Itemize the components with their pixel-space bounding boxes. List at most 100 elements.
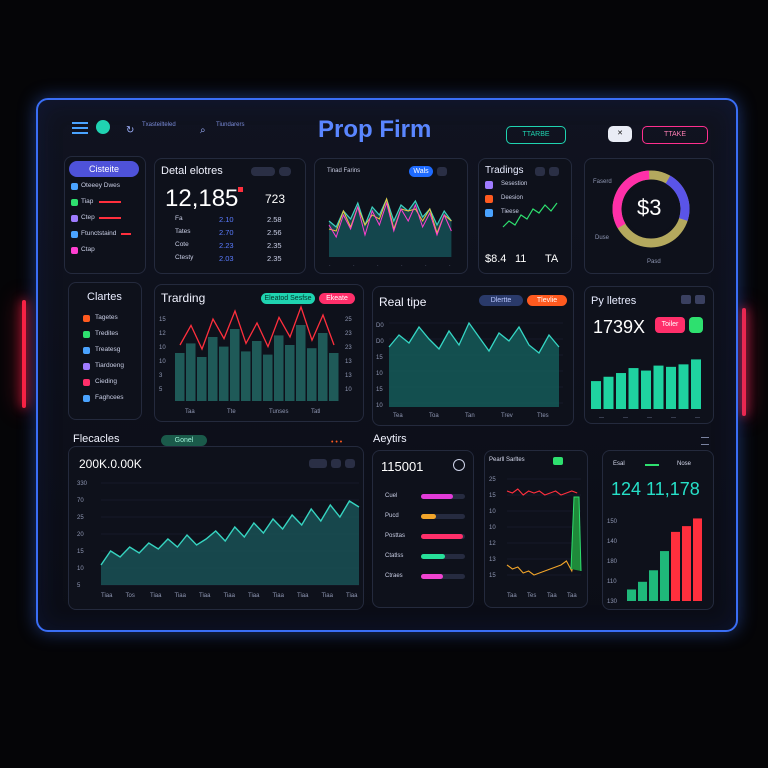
pybetres-chip[interactable]: Toiler <box>655 317 685 333</box>
pybetres-grid-icon[interactable] <box>695 295 705 304</box>
realtime-x-label: Toa <box>429 413 439 419</box>
trading-top-card: Tradings Sesestion Deesion Tieese $8.4 11 TA <box>478 158 572 274</box>
nav-item-2[interactable]: ⌕ Tiundarers <box>200 120 244 138</box>
section-item-icon <box>83 363 90 370</box>
summary-y-label: 140 <box>607 539 618 545</box>
detail-toggle[interactable] <box>251 167 275 176</box>
pearl-y-label: 13 <box>489 557 496 563</box>
detail-row-label: Ctesty <box>175 254 194 261</box>
trading-right-label: 23 <box>345 345 352 351</box>
section-item-1[interactable]: Tredites <box>95 330 119 337</box>
realtime-chip-2[interactable]: Tlevlie <box>527 295 567 306</box>
realtime-line <box>388 321 560 354</box>
pybetres-status-icon[interactable] <box>689 317 703 333</box>
pybetres-bar <box>666 366 676 409</box>
pybetres-bar <box>641 370 651 409</box>
trend-x-tick: · <box>425 263 427 269</box>
trading-bar <box>263 354 273 401</box>
detail-card: Detal elotres 12,185 723 Fa 2.10 2.58 Tates… <box>154 158 306 274</box>
trading-x-label: Tatl <box>311 409 320 415</box>
realtime-x-label: Tea <box>393 413 403 419</box>
analytics-bar-label: Ctatlss <box>385 553 404 559</box>
realtime-title: Real tipe <box>379 295 427 309</box>
avatar[interactable] <box>96 120 110 134</box>
summary-bar <box>660 551 669 601</box>
trend-title: Tinad Farins <box>327 168 361 174</box>
nav-item-1[interactable]: ↻ Txasteilteled <box>126 120 176 138</box>
forecast-filter-a[interactable] <box>309 459 327 468</box>
trend-chip[interactable]: Wals <box>409 166 433 177</box>
trading-top-item-icon <box>485 181 493 189</box>
menu-icon[interactable] <box>72 122 88 134</box>
analytics-bar-fill <box>421 534 463 539</box>
sidebar-top-button[interactable]: Cisteite <box>69 161 139 177</box>
close-button[interactable]: ✕ <box>608 126 632 142</box>
trading-chip-2[interactable]: Ekeate <box>319 293 355 304</box>
trading-bar <box>197 357 207 401</box>
pybetres-x-tick: — <box>623 415 628 421</box>
pearl-x-label: Tes <box>527 593 536 599</box>
trade-button-secondary[interactable]: TTAKE <box>642 126 708 144</box>
realtime-chip-1[interactable]: Dlertte <box>479 295 523 306</box>
summary-bar <box>693 518 702 601</box>
section-item-icon <box>83 379 90 386</box>
section-item-5[interactable]: Faghcees <box>95 394 124 401</box>
forecast-y-label: 330 <box>77 481 88 487</box>
sidebar-item-1[interactable]: Tiap <box>81 198 94 205</box>
pybetres-calendar-icon[interactable] <box>681 295 691 304</box>
detail-menu-icon[interactable] <box>279 167 291 176</box>
trade-button[interactable]: TTARBE <box>506 126 566 144</box>
summary-bar <box>649 570 658 601</box>
trading-top-title: Tradings <box>485 165 524 176</box>
pearl-status-icon[interactable] <box>553 457 563 465</box>
sidebar-item-4[interactable]: Ctap <box>81 246 95 253</box>
trend-chart: · · · · · · <box>328 197 452 269</box>
forecast-x-label: Tiaa <box>224 593 236 599</box>
trading-y-label: 3 <box>159 373 163 379</box>
pybetres-x-tick: — <box>695 415 700 421</box>
trading-right-label: 13 <box>345 359 352 365</box>
sidebar-item-icon <box>71 247 78 254</box>
trading-bar <box>175 353 185 401</box>
sidebar-item-icon <box>71 199 78 206</box>
pearl-y-label: 15 <box>489 573 496 579</box>
nav-item-1-label: Txasteilteled <box>142 122 176 128</box>
trading-bar <box>208 337 218 401</box>
donut-label-bottom: Duse <box>595 235 610 241</box>
summary-legend-swatch <box>645 464 659 466</box>
forecast-filter-b[interactable] <box>331 459 341 468</box>
forecast-y-label: 15 <box>77 549 84 555</box>
detail-row-value-b: 2.35 <box>267 254 282 263</box>
trading-bar <box>285 345 295 401</box>
sidebar-item-0[interactable]: Oteeey Dwes <box>81 182 121 189</box>
forecast-chip[interactable]: Gonel <box>161 435 207 446</box>
section-item-4[interactable]: Cieding <box>95 378 118 385</box>
realtime-y-label: 15 <box>376 387 383 393</box>
forecast-card: Flecacles Gonel • • • 200K.0.00K 330 70 25… <box>68 433 364 610</box>
trading-bar <box>307 348 317 401</box>
section-item-3[interactable]: Tiardoeng <box>95 362 125 369</box>
realtime-y-label: D0 <box>376 339 384 345</box>
analytics-bar-fill <box>421 514 437 519</box>
forecast-filter-c[interactable] <box>345 459 355 468</box>
pearl-x-label: Taa <box>547 593 557 599</box>
detail-big-value: 12,185 <box>165 185 239 212</box>
forecast-dots-icon[interactable]: • • • <box>331 439 343 446</box>
pearl-card: Pearll Sarltes 25 15 10 10 12 13 15 Taa Tes Taa Ta… <box>484 450 588 608</box>
trading-top-icon-b[interactable] <box>549 167 559 176</box>
trading-chip-1[interactable]: Eleatod Sesfse <box>261 293 315 304</box>
section-item-0[interactable]: Tagetes <box>95 314 118 321</box>
trading-top-icon-a[interactable] <box>535 167 545 176</box>
forecast-line <box>100 500 360 566</box>
detail-row-value-a: 2.70 <box>219 228 234 237</box>
trend-options-icon[interactable] <box>437 167 447 176</box>
sidebar-item-2[interactable]: Ctep <box>81 214 95 221</box>
trading-right-label: 13 <box>345 373 352 379</box>
section-item-2[interactable]: Treatesg <box>95 346 121 353</box>
summary-menu-icon[interactable] <box>701 437 709 445</box>
sidebar-item-3[interactable]: Ftunctstaind <box>81 230 117 237</box>
timer-icon[interactable] <box>453 459 465 471</box>
analytics-value: 115001 <box>381 459 424 474</box>
detail-alert-badge <box>238 187 243 192</box>
trend-card: Tinad Farins Wals · · · · · · <box>314 158 468 274</box>
